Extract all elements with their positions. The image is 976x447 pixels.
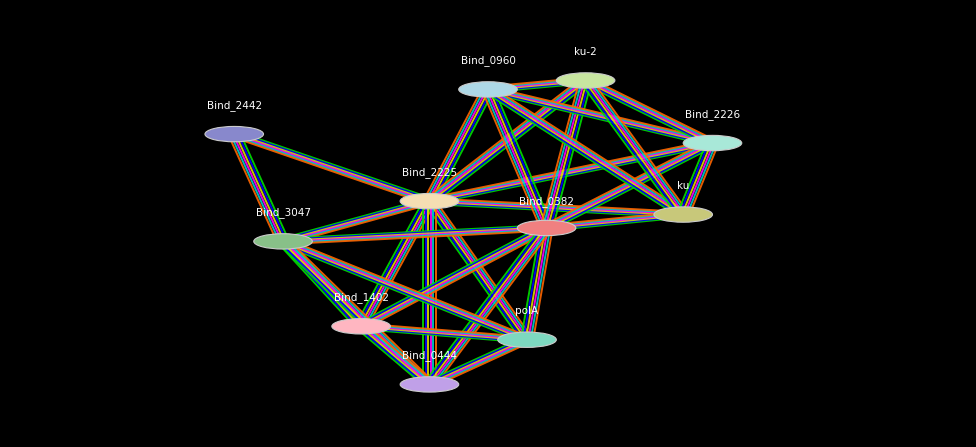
Text: ku-2: ku-2	[574, 47, 597, 57]
Ellipse shape	[254, 234, 312, 249]
Text: Bind_2226: Bind_2226	[685, 109, 740, 120]
Text: polA: polA	[515, 306, 539, 316]
Ellipse shape	[205, 127, 264, 142]
Ellipse shape	[654, 207, 712, 222]
Ellipse shape	[556, 73, 615, 88]
Ellipse shape	[683, 135, 742, 151]
Text: Bind_1402: Bind_1402	[334, 292, 388, 303]
Ellipse shape	[498, 332, 556, 347]
Text: Bind_0382: Bind_0382	[519, 196, 574, 207]
Text: Bind_2225: Bind_2225	[402, 167, 457, 178]
Text: ku: ku	[677, 181, 689, 191]
Ellipse shape	[400, 377, 459, 392]
Text: Bind_2442: Bind_2442	[207, 100, 262, 111]
Ellipse shape	[400, 194, 459, 209]
Ellipse shape	[459, 82, 517, 97]
Text: Bind_0444: Bind_0444	[402, 350, 457, 361]
Ellipse shape	[332, 319, 390, 334]
Text: Bind_0960: Bind_0960	[461, 55, 515, 66]
Ellipse shape	[517, 220, 576, 236]
Text: Bind_3047: Bind_3047	[256, 207, 310, 218]
